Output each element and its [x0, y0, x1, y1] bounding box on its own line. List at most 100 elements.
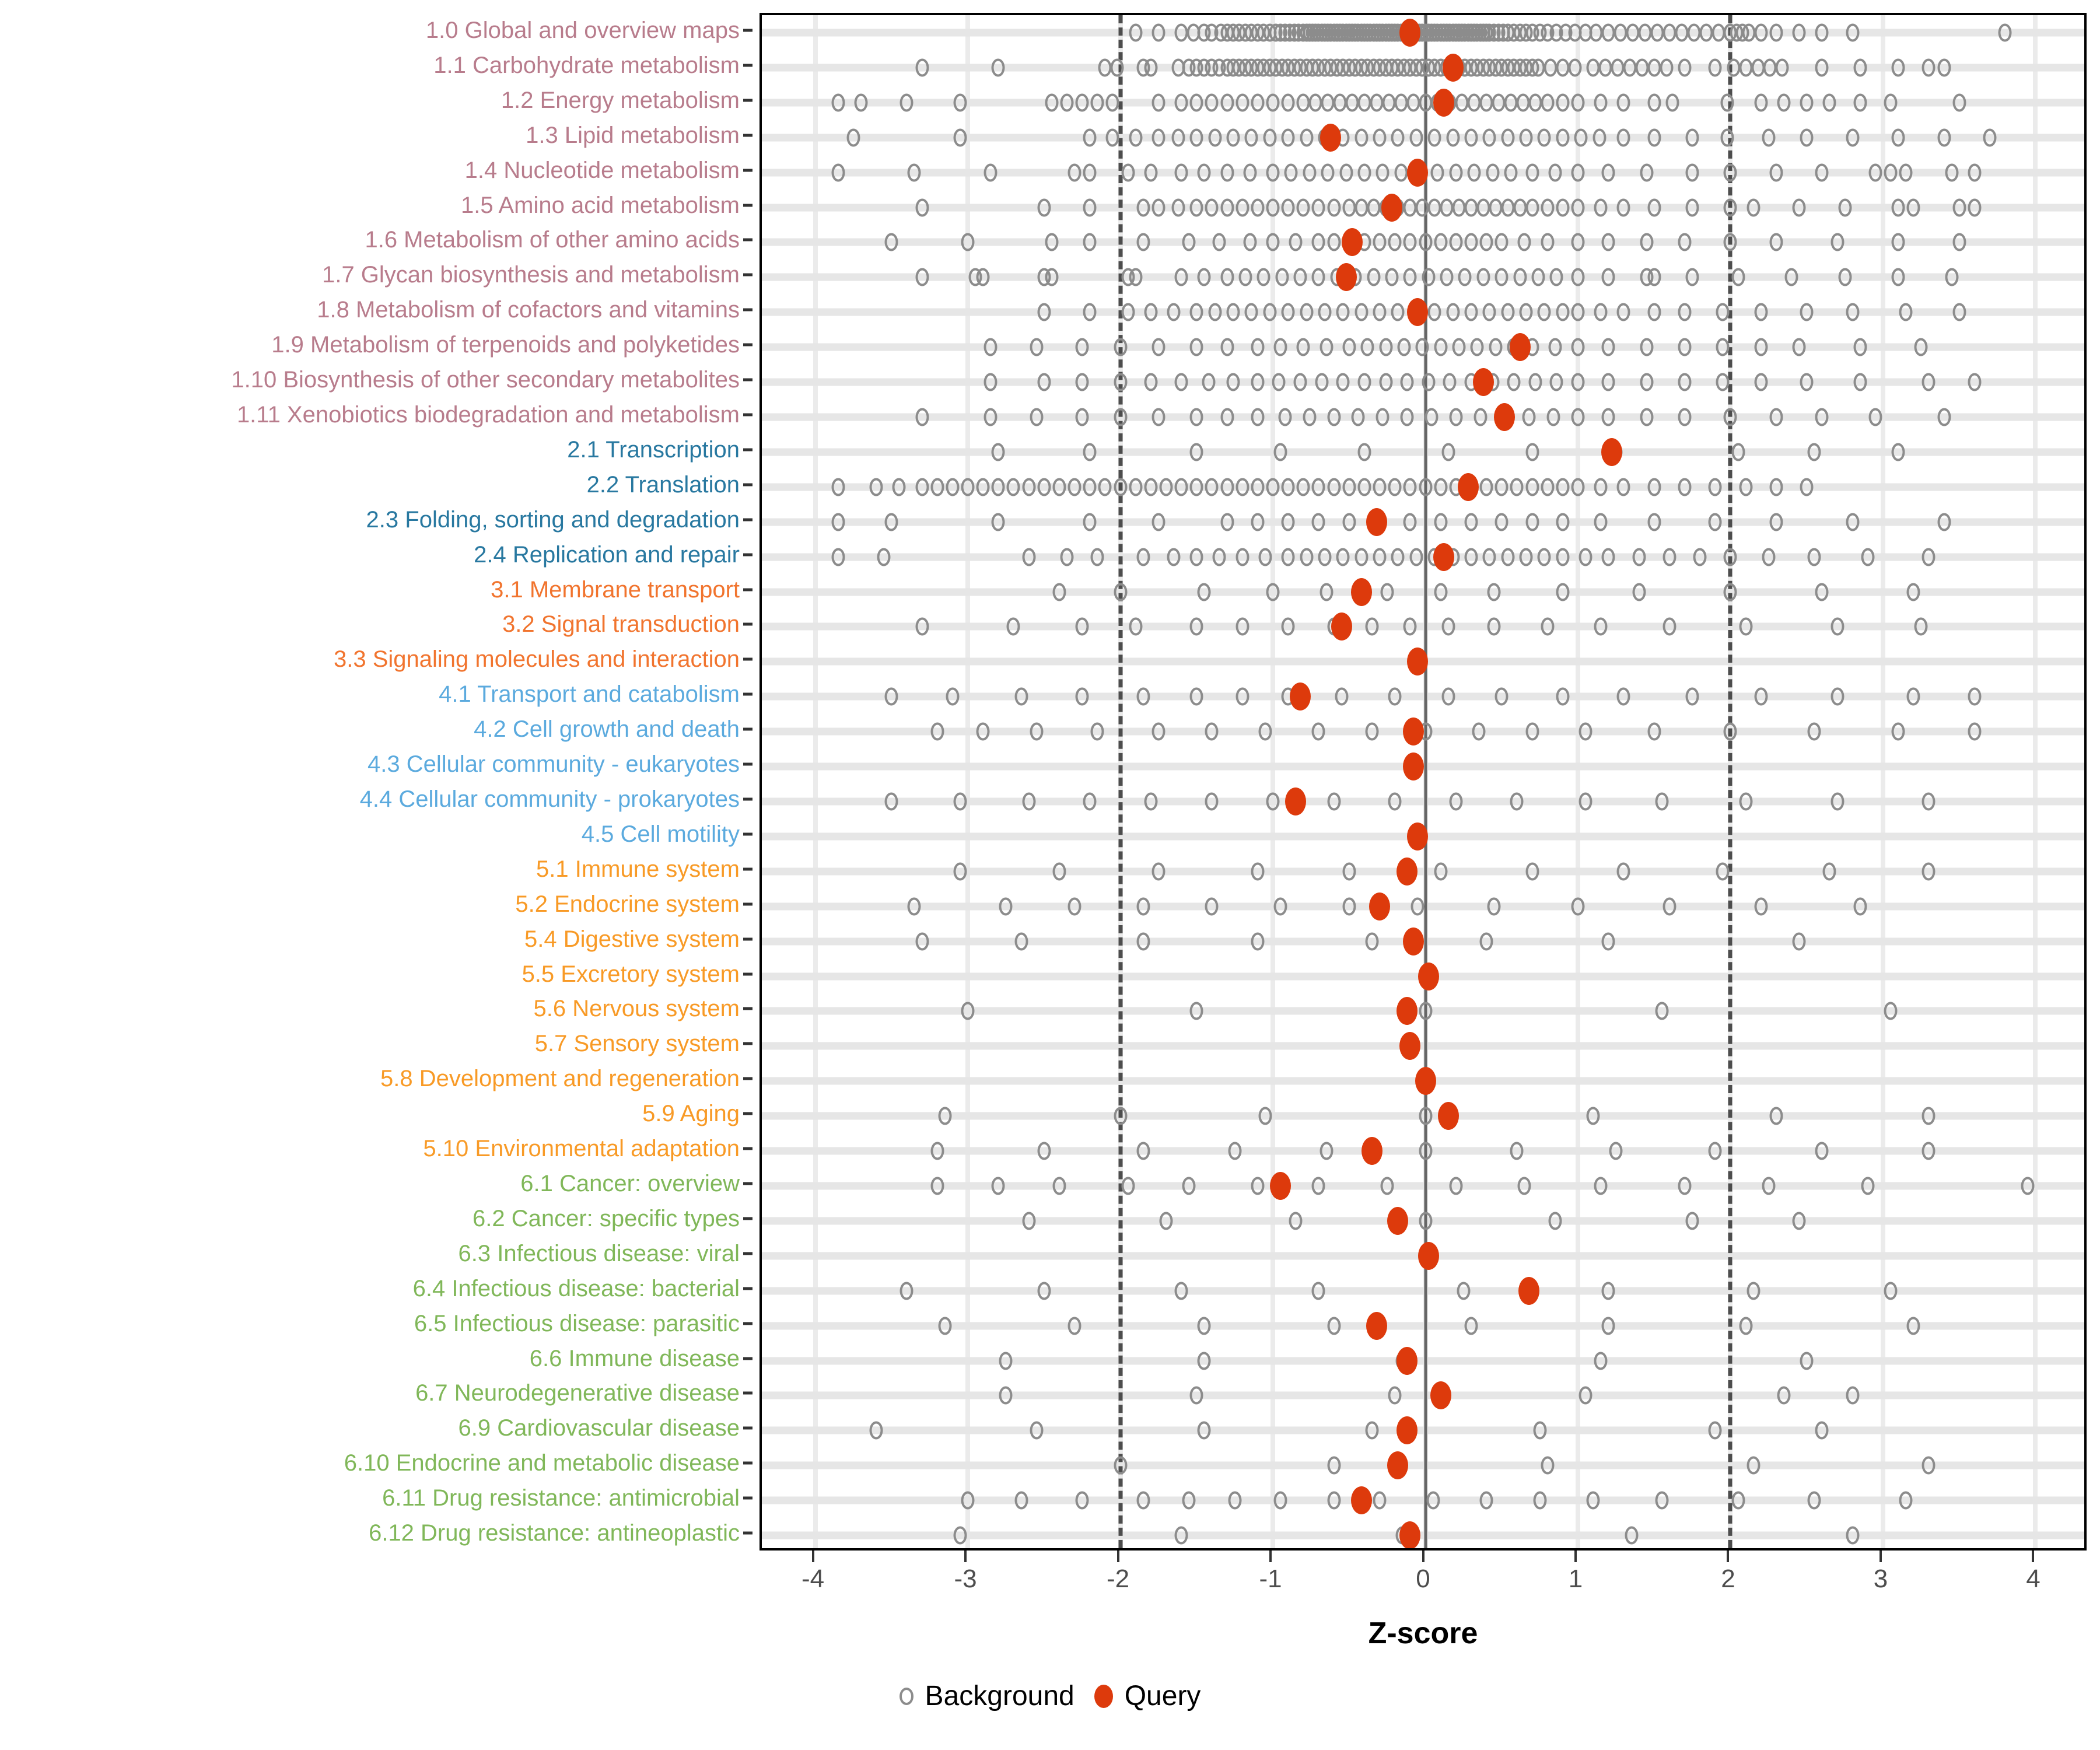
query-point[interactable] — [1369, 892, 1391, 921]
y-axis-label[interactable]: 1.5 Amino acid metabolism — [460, 192, 740, 218]
background-point — [1906, 583, 1920, 601]
y-axis-label[interactable]: 1.8 Metabolism of cofactors and vitamins — [317, 297, 740, 323]
y-axis-label[interactable]: 5.7 Sensory system — [534, 1031, 740, 1057]
query-point[interactable] — [1399, 1521, 1421, 1548]
y-axis-label[interactable]: 4.1 Transport and catabolism — [439, 681, 740, 708]
y-axis-label[interactable]: 6.2 Cancer: specific types — [473, 1205, 740, 1231]
y-axis-label[interactable]: 5.6 Nervous system — [533, 996, 740, 1022]
y-axis-label[interactable]: 5.4 Digestive system — [524, 926, 740, 952]
y-axis-label[interactable]: 6.12 Drug resistance: antineoplastic — [369, 1520, 740, 1546]
query-point[interactable] — [1396, 1416, 1418, 1445]
background-point — [1708, 58, 1722, 77]
y-axis-label[interactable]: 2.1 Transcription — [567, 436, 740, 463]
query-point[interactable] — [1285, 787, 1307, 816]
y-axis-label[interactable]: 6.4 Infectious disease: bacterial — [412, 1275, 740, 1301]
query-point[interactable] — [1402, 927, 1424, 956]
y-axis-label[interactable]: 4.5 Cell motility — [581, 821, 740, 847]
query-point[interactable] — [1433, 88, 1454, 117]
y-axis-label[interactable]: 1.10 Biosynthesis of other secondary met… — [231, 367, 740, 393]
y-axis-label[interactable]: 3.3 Signaling molecules and interaction — [334, 646, 740, 673]
query-point[interactable] — [1399, 1032, 1421, 1060]
query-point[interactable] — [1366, 508, 1387, 536]
y-axis-label[interactable]: 4.4 Cellular community - prokaryotes — [359, 786, 740, 812]
query-point[interactable] — [1350, 1486, 1372, 1515]
query-point[interactable] — [1396, 857, 1418, 886]
y-axis-label[interactable]: 4.3 Cellular community - eukaryotes — [367, 751, 740, 778]
query-point[interactable] — [1418, 962, 1439, 991]
y-axis-label[interactable]: 2.2 Translation — [586, 471, 740, 498]
query-point[interactable] — [1366, 1311, 1387, 1340]
y-axis-label[interactable]: 1.11 Xenobiotics biodegradation and meta… — [236, 401, 740, 428]
background-point — [1568, 58, 1582, 77]
y-axis-label[interactable]: 6.10 Endocrine and metabolic disease — [344, 1450, 740, 1476]
background-point — [1197, 583, 1211, 601]
query-point[interactable] — [1601, 438, 1622, 466]
query-point[interactable] — [1396, 1346, 1418, 1375]
y-axis-label[interactable]: 5.10 Environmental adaptation — [423, 1136, 740, 1162]
query-point[interactable] — [1396, 997, 1418, 1026]
y-axis-label[interactable]: 1.4 Nucleotide metabolism — [464, 157, 740, 183]
query-point[interactable] — [1407, 648, 1429, 676]
query-point[interactable] — [1430, 1381, 1451, 1410]
query-point[interactable] — [1387, 1451, 1409, 1480]
y-axis-label[interactable]: 6.5 Infectious disease: parasitic — [414, 1310, 740, 1336]
query-point[interactable] — [1387, 1206, 1409, 1235]
query-point[interactable] — [1407, 822, 1429, 850]
background-point — [1339, 163, 1353, 182]
query-point[interactable] — [1270, 1171, 1292, 1200]
y-axis-label[interactable]: 6.3 Infectious disease: viral — [458, 1240, 740, 1266]
y-axis-label[interactable]: 6.7 Neurodegenerative disease — [415, 1380, 740, 1406]
query-point[interactable] — [1407, 158, 1429, 187]
y-axis-label[interactable]: 1.1 Carbohydrate metabolism — [433, 52, 740, 78]
query-point[interactable] — [1402, 752, 1424, 781]
y-axis-label[interactable]: 1.7 Glycan biosynthesis and metabolism — [322, 262, 740, 288]
y-axis-label[interactable]: 3.1 Membrane transport — [491, 576, 740, 603]
query-point[interactable] — [1437, 1102, 1459, 1130]
y-axis-label[interactable]: 5.2 Endocrine system — [515, 891, 740, 917]
query-point[interactable] — [1399, 18, 1421, 47]
query-point[interactable] — [1361, 1137, 1382, 1166]
query-point[interactable] — [1407, 298, 1429, 327]
query-point[interactable] — [1518, 1276, 1540, 1305]
legend-item-background[interactable]: Background — [899, 1680, 1074, 1712]
y-axis-label[interactable]: 1.9 Metabolism of terpenoids and polyket… — [271, 332, 740, 358]
y-axis-label[interactable]: 5.9 Aging — [642, 1101, 740, 1127]
query-point[interactable] — [1290, 682, 1311, 711]
query-point[interactable] — [1350, 578, 1372, 606]
query-point[interactable] — [1341, 228, 1363, 257]
y-axis-label[interactable]: 1.6 Metabolism of other amino acids — [365, 227, 740, 253]
background-point — [1441, 687, 1455, 706]
query-point[interactable] — [1494, 402, 1516, 431]
query-point[interactable] — [1472, 368, 1494, 397]
query-point[interactable] — [1402, 718, 1424, 746]
query-point[interactable] — [1331, 612, 1352, 641]
query-point[interactable] — [1442, 53, 1464, 82]
y-axis-label[interactable]: 2.4 Replication and repair — [474, 541, 740, 568]
query-point[interactable] — [1415, 1067, 1436, 1096]
y-axis-label[interactable]: 1.2 Energy metabolism — [501, 87, 740, 113]
y-axis-label[interactable]: 6.6 Immune disease — [529, 1345, 740, 1371]
background-point — [1212, 548, 1226, 566]
background-point — [1914, 338, 1928, 356]
y-axis-label[interactable]: 6.11 Drug resistance: antimicrobial — [382, 1485, 740, 1511]
y-axis-label[interactable]: 5.1 Immune system — [536, 856, 740, 882]
y-axis-label[interactable]: 5.8 Development and regeneration — [380, 1066, 740, 1092]
y-axis-label[interactable]: 6.9 Cardiovascular disease — [458, 1415, 740, 1441]
legend-item-query[interactable]: Query — [1094, 1680, 1200, 1712]
y-axis-label[interactable]: 1.3 Lipid metabolism — [526, 122, 740, 148]
query-point[interactable] — [1335, 263, 1357, 292]
query-point[interactable] — [1418, 1241, 1439, 1270]
query-point[interactable] — [1320, 123, 1342, 152]
y-axis-label[interactable]: 2.3 Folding, sorting and degradation — [366, 506, 740, 533]
y-axis-label[interactable]: 5.5 Excretory system — [522, 961, 740, 987]
y-axis-label[interactable]: 6.1 Cancer: overview — [520, 1170, 740, 1196]
query-point[interactable] — [1509, 333, 1531, 362]
query-point[interactable] — [1381, 193, 1402, 222]
y-axis-label[interactable]: 1.0 Global and overview maps — [425, 17, 740, 43]
y-axis-label[interactable]: 4.2 Cell growth and death — [474, 716, 740, 743]
background-point — [1792, 932, 1806, 951]
y-axis-label[interactable]: 3.2 Signal transduction — [502, 611, 740, 638]
background-point — [1556, 583, 1570, 601]
query-point[interactable] — [1457, 473, 1479, 501]
query-point[interactable] — [1433, 542, 1454, 571]
